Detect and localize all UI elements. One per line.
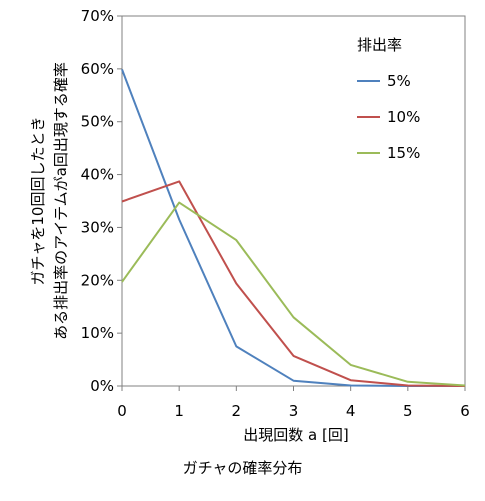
legend-title: 排出率 xyxy=(357,36,402,54)
series-lines xyxy=(121,69,466,387)
x-axis-title: 出現回数 a [回] xyxy=(243,426,348,444)
y-axis-ticks: 0% 10% 20% 30% 40% 50% 60% 70% xyxy=(81,7,122,395)
x-axis-ticks: 0 1 2 3 4 5 6 xyxy=(117,386,470,420)
y-tick-label: 40% xyxy=(81,166,114,184)
y-tick-label: 50% xyxy=(81,113,114,131)
x-tick-label: 2 xyxy=(232,402,242,420)
y-axis-title-line: ある排出率のアイテムがa回出現する確率 xyxy=(52,62,70,340)
x-tick-label: 5 xyxy=(403,402,413,420)
legend: 排出率 5% 10% 15% xyxy=(357,36,420,162)
legend-entry-label: 10% xyxy=(387,108,420,126)
x-tick-label: 4 xyxy=(346,402,356,420)
figure-caption: ガチャの確率分布 xyxy=(182,459,303,477)
line-chart: ガチャを10回回したとき ある排出率のアイテムがa回出現する確率 0%10%20%… xyxy=(29,7,470,444)
y-tick-label: 10% xyxy=(81,324,114,342)
legend-entry-label: 15% xyxy=(387,144,420,162)
series-line xyxy=(121,201,466,387)
x-tick-label: 0 xyxy=(117,402,127,420)
plot-area xyxy=(121,15,466,387)
x-tick-label: 3 xyxy=(289,402,299,420)
series-line xyxy=(121,180,466,387)
legend-entry-label: 5% xyxy=(387,72,411,90)
y-axis-title: ガチャを10回回したとき ある排出率のアイテムがa回出現する確率 xyxy=(29,62,70,340)
y-tick-label: 70% xyxy=(81,7,114,25)
y-tick-label: 20% xyxy=(81,271,114,289)
y-tick-label: 60% xyxy=(81,60,114,78)
y-axis-title-line: ガチャを10回回したとき xyxy=(29,117,47,286)
x-tick-label: 1 xyxy=(174,402,184,420)
y-tick-label: 30% xyxy=(81,218,114,236)
x-tick-label: 6 xyxy=(460,402,470,420)
y-tick-label: 0% xyxy=(90,377,114,395)
